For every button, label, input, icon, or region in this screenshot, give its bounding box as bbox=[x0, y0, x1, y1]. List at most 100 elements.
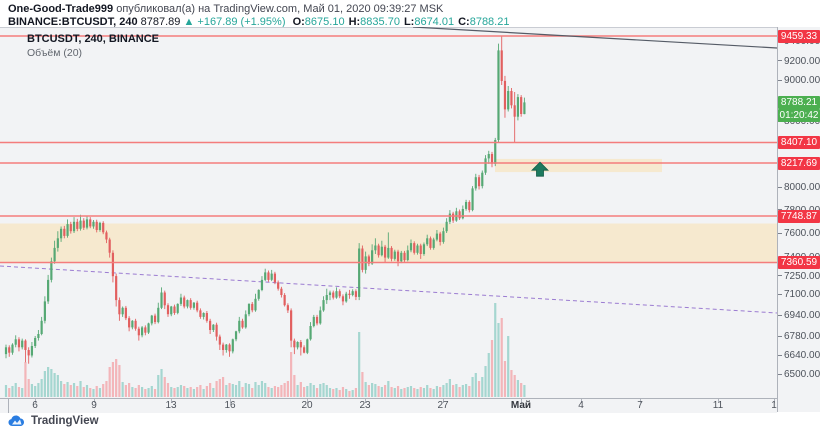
ohlc-label: H: bbox=[348, 16, 361, 28]
candle bbox=[27, 350, 30, 356]
time-tick-mark bbox=[443, 399, 444, 403]
volume-bar bbox=[523, 385, 526, 397]
level-price-badge: 9459.33 bbox=[778, 29, 820, 43]
volume-bar bbox=[196, 387, 199, 397]
volume-bar bbox=[56, 375, 59, 397]
candle bbox=[435, 233, 439, 240]
candle bbox=[260, 279, 264, 290]
volume-bar bbox=[520, 383, 523, 397]
candle bbox=[66, 224, 69, 236]
symbol-status-line: BINANCE:BTCUSDT, 240 8787.89 ▲ +167.89 (… bbox=[8, 16, 509, 28]
volume-bar bbox=[66, 382, 69, 397]
volume-bar bbox=[439, 387, 442, 397]
volume-bar bbox=[419, 387, 422, 397]
volume-bar bbox=[34, 386, 37, 397]
candle bbox=[335, 291, 338, 298]
volume-bar bbox=[4, 385, 8, 397]
candle bbox=[89, 219, 92, 227]
price-axis[interactable]: 9400.009200.009000.008800.008600.008400.… bbox=[777, 27, 820, 412]
candle bbox=[445, 221, 448, 232]
candle bbox=[202, 313, 205, 317]
volume-bar bbox=[432, 389, 435, 397]
price-tick-label: 6940.00 bbox=[778, 310, 820, 321]
volume-bar bbox=[173, 388, 176, 397]
volume-bar bbox=[286, 381, 289, 397]
ohlc-value: 8788.21 bbox=[469, 16, 510, 28]
candle bbox=[82, 220, 85, 228]
candle bbox=[76, 221, 79, 229]
candle bbox=[332, 292, 335, 298]
candle bbox=[238, 320, 241, 332]
candle bbox=[510, 91, 513, 106]
volume-bar bbox=[231, 384, 234, 397]
candle bbox=[358, 248, 361, 297]
candle bbox=[215, 324, 218, 337]
candle bbox=[377, 245, 380, 256]
volume-bar bbox=[500, 318, 503, 397]
tradingview-brand-text: TradingView bbox=[31, 415, 99, 427]
candle bbox=[374, 245, 377, 251]
volume-bar bbox=[435, 386, 439, 397]
candle bbox=[247, 303, 251, 315]
candle bbox=[503, 80, 507, 110]
volume-bar bbox=[348, 391, 351, 397]
candle bbox=[134, 320, 137, 329]
candle bbox=[40, 320, 43, 334]
candle bbox=[102, 222, 105, 233]
ohlc-label: O: bbox=[292, 16, 305, 28]
volume-bar bbox=[179, 385, 183, 397]
volume-bar bbox=[30, 384, 34, 397]
candle bbox=[179, 297, 183, 304]
time-tick-mark bbox=[307, 399, 308, 403]
tradingview-branding[interactable]: TradingView bbox=[8, 415, 99, 427]
volume-bar bbox=[102, 384, 105, 397]
tick-mark bbox=[778, 294, 782, 296]
supply-demand-zone bbox=[495, 158, 662, 173]
symbol-title: BINANCE:BTCUSDT, 240 bbox=[8, 16, 138, 28]
candle bbox=[173, 306, 176, 313]
candle bbox=[34, 338, 37, 346]
volume-bar bbox=[393, 388, 396, 397]
price-tick-label: 8000.00 bbox=[778, 182, 820, 193]
candle bbox=[416, 245, 419, 253]
time-axis[interactable]: 6 9 13 16 20 23 27 Май 4 7 11 1 bbox=[0, 398, 777, 413]
price-chart-canvas[interactable] bbox=[0, 27, 777, 398]
candle bbox=[293, 340, 296, 348]
time-axis-left-border bbox=[8, 399, 9, 413]
time-tick-mark bbox=[581, 399, 582, 403]
volume-bar bbox=[92, 389, 95, 397]
candle bbox=[157, 307, 160, 323]
tradingview-logo-icon bbox=[8, 415, 24, 426]
candle bbox=[14, 339, 17, 345]
candle bbox=[121, 307, 124, 315]
volume-bar bbox=[455, 384, 458, 397]
volume-bar bbox=[137, 385, 140, 397]
candle bbox=[228, 344, 231, 352]
candle bbox=[520, 97, 523, 114]
volume-bar bbox=[293, 375, 296, 397]
candle bbox=[273, 273, 277, 283]
candle bbox=[458, 211, 461, 219]
time-tick-mark bbox=[640, 399, 641, 403]
candle bbox=[494, 140, 497, 164]
candle bbox=[468, 202, 471, 211]
candle bbox=[490, 154, 494, 164]
time-tick-label: 1 bbox=[771, 400, 777, 411]
volume-bar bbox=[53, 373, 56, 397]
volume-bar bbox=[186, 388, 189, 397]
time-tick-label: 7 bbox=[637, 400, 643, 411]
volume-bar bbox=[69, 385, 72, 397]
volume-bar bbox=[202, 389, 205, 397]
volume-bar bbox=[406, 387, 409, 397]
volume-bar bbox=[409, 386, 413, 397]
volume-bar bbox=[251, 388, 254, 397]
volume-bar bbox=[257, 385, 260, 397]
candle bbox=[241, 320, 244, 328]
volume-bar bbox=[387, 381, 390, 397]
volume-bar bbox=[241, 387, 244, 397]
tick-mark bbox=[778, 186, 782, 188]
volume-bar bbox=[309, 383, 312, 397]
candle bbox=[393, 251, 396, 259]
candle bbox=[30, 346, 34, 356]
volume-bar bbox=[513, 375, 516, 397]
